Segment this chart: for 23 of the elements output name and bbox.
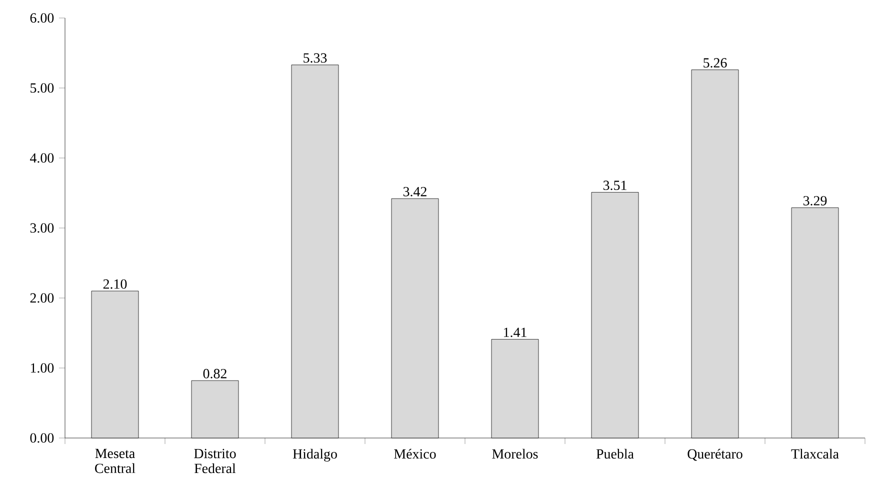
y-tick-label: 2.00 bbox=[30, 293, 54, 303]
x-tick-label: Morelos bbox=[492, 448, 538, 459]
data-label: 0.82 bbox=[203, 368, 226, 378]
y-tick-label: 5.00 bbox=[30, 83, 54, 93]
data-label: 3.42 bbox=[403, 186, 426, 196]
y-tick-label: 1.00 bbox=[30, 363, 54, 373]
x-tick-label: Tlaxcala bbox=[791, 448, 839, 459]
y-tick-label: 0.00 bbox=[30, 433, 54, 443]
y-tick-label: 3.00 bbox=[30, 223, 54, 233]
data-label: 3.29 bbox=[803, 196, 827, 206]
x-tick-label: Puebla bbox=[596, 448, 634, 459]
data-label: 5.26 bbox=[704, 58, 727, 68]
data-label: 1.41 bbox=[504, 328, 526, 338]
y-tick-label: 6.00 bbox=[30, 13, 54, 23]
y-tick-label: 4.00 bbox=[30, 153, 54, 163]
x-tick-label: Distrito Federal bbox=[194, 448, 236, 474]
x-tick-label: México bbox=[394, 448, 436, 459]
data-label: 5.33 bbox=[304, 53, 327, 63]
x-tick-label: Hidalgo bbox=[292, 448, 337, 462]
data-label: 3.51 bbox=[603, 180, 626, 190]
x-tick-label: Meseta Central bbox=[95, 448, 136, 474]
x-tick-label: Querétaro bbox=[688, 448, 742, 461]
data-label: 2.10 bbox=[103, 279, 127, 289]
